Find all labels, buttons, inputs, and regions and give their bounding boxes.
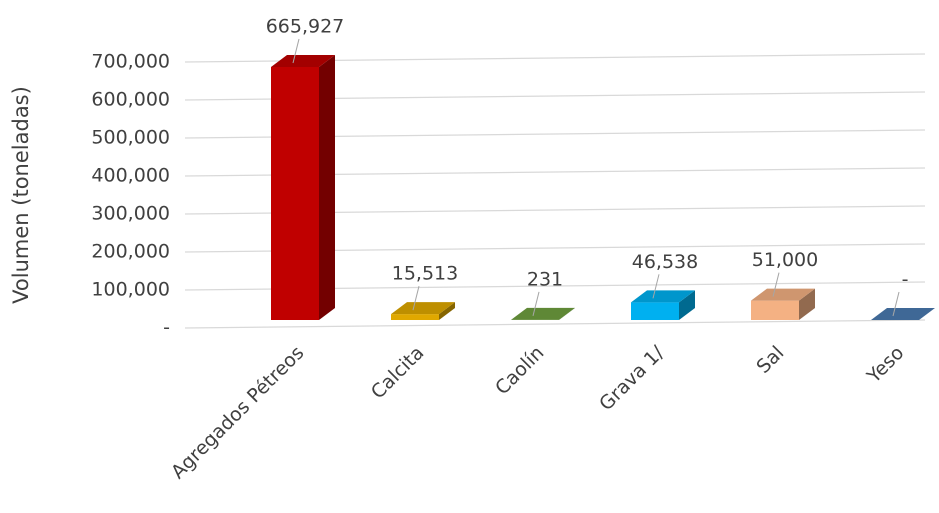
bar bbox=[631, 302, 679, 320]
bar-side bbox=[799, 288, 815, 320]
bar bbox=[751, 300, 799, 320]
bar-top bbox=[751, 288, 815, 301]
bar-top bbox=[871, 308, 935, 320]
y-tick-label: 400,000 bbox=[91, 165, 170, 187]
x-tick-label: Calcita bbox=[367, 342, 429, 404]
x-tick-label: Grava 1/ bbox=[595, 341, 669, 415]
data-label: 231 bbox=[527, 268, 563, 290]
x-tick-label: Sal bbox=[752, 342, 788, 378]
y-tick-label: 300,000 bbox=[91, 203, 170, 225]
leader-line bbox=[772, 272, 780, 297]
bar-top bbox=[271, 54, 335, 67]
x-tick-label: Caolín bbox=[491, 342, 548, 399]
bar-top bbox=[511, 307, 575, 320]
data-label: 15,513 bbox=[392, 263, 458, 285]
grid-line bbox=[184, 319, 926, 329]
data-label: - bbox=[902, 269, 909, 291]
bar-side bbox=[439, 302, 455, 320]
bar-side bbox=[559, 307, 575, 320]
leader-line bbox=[412, 285, 420, 311]
y-tick-label: 200,000 bbox=[91, 241, 170, 263]
y-tick-label: 700,000 bbox=[91, 51, 170, 73]
bar bbox=[391, 314, 439, 320]
x-tick-label: Agregados Pétreos bbox=[167, 342, 308, 483]
bar-side bbox=[679, 290, 695, 320]
bar-top bbox=[391, 302, 455, 315]
bar-top bbox=[631, 290, 695, 303]
y-tick-label: 500,000 bbox=[91, 127, 170, 149]
leader-line bbox=[892, 291, 900, 317]
y-tick-label: 100,000 bbox=[91, 279, 170, 301]
y-tick-label: 600,000 bbox=[91, 89, 170, 111]
data-label: 46,538 bbox=[632, 251, 698, 273]
y-tick-label: - bbox=[163, 317, 170, 339]
data-label: 665,927 bbox=[266, 15, 345, 37]
y-axis-title: Volumen (toneladas) bbox=[9, 86, 33, 304]
x-tick-label: Yeso bbox=[862, 342, 908, 388]
bar-side bbox=[319, 54, 335, 320]
leader-line bbox=[532, 291, 540, 317]
data-label: 51,000 bbox=[752, 249, 818, 271]
leader-line bbox=[652, 274, 660, 299]
bar bbox=[271, 66, 319, 320]
leader-line bbox=[292, 38, 300, 64]
